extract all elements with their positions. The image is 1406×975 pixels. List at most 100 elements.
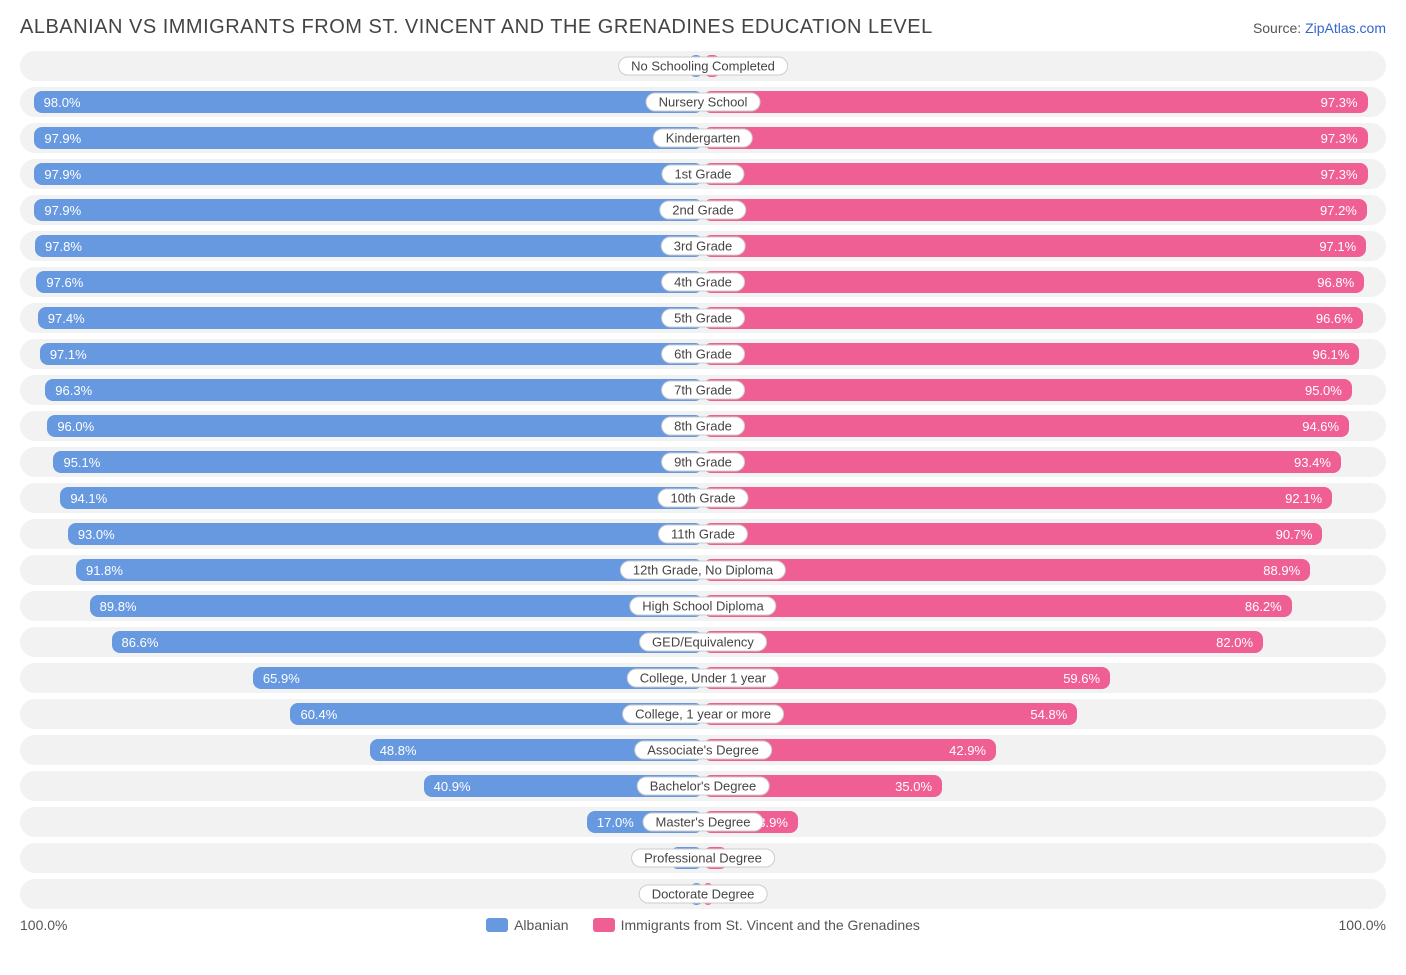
category-label: Bachelor's Degree xyxy=(637,777,770,796)
chart-row: 97.4%96.6%5th Grade xyxy=(20,303,1386,333)
bar-left-value: 86.6% xyxy=(122,635,159,650)
chart-row: 96.3% 95.0% 7th Grade xyxy=(20,375,1386,405)
bar-left: 94.1% xyxy=(60,487,703,509)
bar-left: 96.0% xyxy=(47,415,703,437)
chart-row: 4.9%3.7%Professional Degree xyxy=(20,843,1386,873)
legend-swatch-left xyxy=(486,918,508,932)
chart-row: 65.9%59.6%College, Under 1 year xyxy=(20,663,1386,693)
category-label: High School Diploma xyxy=(629,597,776,616)
bar-left: 97.9% xyxy=(34,199,703,221)
bar-right: 97.2% xyxy=(703,199,1367,221)
bar-right-value: 97.3% xyxy=(1321,95,1358,110)
category-label: GED/Equivalency xyxy=(639,633,767,652)
bar-right: 97.1% xyxy=(703,235,1366,257)
chart-row: 40.9%35.0%Bachelor's Degree xyxy=(20,771,1386,801)
bar-left-value: 48.8% xyxy=(380,743,417,758)
category-label: 9th Grade xyxy=(661,453,745,472)
chart-legend: 100.0% Albanian Immigrants from St. Vinc… xyxy=(20,917,1386,933)
bar-left: 93.0% xyxy=(68,523,703,545)
category-label: Professional Degree xyxy=(631,849,775,868)
bar-right: 97.3% xyxy=(703,91,1368,113)
category-label: 1st Grade xyxy=(661,165,744,184)
bar-left-value: 94.1% xyxy=(70,491,107,506)
bar-left-value: 17.0% xyxy=(597,815,634,830)
bar-right: 86.2% xyxy=(703,595,1292,617)
bar-right: 94.6% xyxy=(703,415,1349,437)
chart-row: 97.9% 97.3% 1st Grade xyxy=(20,159,1386,189)
bar-left: 86.6% xyxy=(112,631,703,653)
bar-left-value: 97.1% xyxy=(50,347,87,362)
bar-right-value: 88.9% xyxy=(1263,563,1300,578)
legend-label-right: Immigrants from St. Vincent and the Gren… xyxy=(621,917,920,933)
category-label: 6th Grade xyxy=(661,345,745,364)
category-label: 11th Grade xyxy=(658,525,748,544)
bar-right-value: 90.7% xyxy=(1276,527,1313,542)
source-link[interactable]: ZipAtlas.com xyxy=(1305,20,1386,36)
bar-left: 96.3% xyxy=(45,379,703,401)
chart-row: 97.9%97.3%Kindergarten xyxy=(20,123,1386,153)
chart-row: 93.0% 90.7% 11th Grade xyxy=(20,519,1386,549)
bar-right-value: 96.8% xyxy=(1317,275,1354,290)
bar-left-value: 65.9% xyxy=(263,671,300,686)
category-label: College, 1 year or more xyxy=(622,705,784,724)
bar-right-value: 92.1% xyxy=(1285,491,1322,506)
chart-row: 86.6% 82.0%GED/Equivalency xyxy=(20,627,1386,657)
bar-right: 92.1% xyxy=(703,487,1332,509)
bar-right: 96.6% xyxy=(703,307,1363,329)
chart-title: ALBANIAN VS IMMIGRANTS FROM ST. VINCENT … xyxy=(20,16,933,39)
chart-row: 97.9%97.2%2nd Grade xyxy=(20,195,1386,225)
category-label: 12th Grade, No Diploma xyxy=(620,561,786,580)
axis-left-max: 100.0% xyxy=(20,917,67,933)
chart-row: 2.1%2.7%No Schooling Completed xyxy=(20,51,1386,81)
bar-left-value: 97.9% xyxy=(44,167,81,182)
category-label: 2nd Grade xyxy=(659,201,746,220)
source-attribution: Source: ZipAtlas.com xyxy=(1253,20,1386,36)
bar-right-value: 95.0% xyxy=(1305,383,1342,398)
bar-right: 88.9% xyxy=(703,559,1310,581)
chart-row: 96.0% 94.6% 8th Grade xyxy=(20,411,1386,441)
bar-left: 91.8% xyxy=(76,559,703,581)
bar-right-value: 96.1% xyxy=(1312,347,1349,362)
bar-right: 82.0% xyxy=(703,631,1263,653)
bar-left-value: 96.0% xyxy=(57,419,94,434)
category-label: Nursery School xyxy=(646,93,761,112)
legend-item-right: Immigrants from St. Vincent and the Gren… xyxy=(593,917,920,933)
bar-right: 97.3% xyxy=(703,127,1368,149)
bar-right-value: 97.3% xyxy=(1321,131,1358,146)
chart-row: 48.8%42.9%Associate's Degree xyxy=(20,735,1386,765)
diverging-bar-chart: 2.1%2.7%No Schooling Completed 98.0% 97.3%… xyxy=(20,51,1386,909)
bar-right: 96.1% xyxy=(703,343,1359,365)
bar-left-value: 97.4% xyxy=(48,311,85,326)
source-label: Source: xyxy=(1253,20,1301,36)
bar-right-value: 96.6% xyxy=(1316,311,1353,326)
bar-left: 98.0% xyxy=(34,91,703,113)
chart-header: ALBANIAN VS IMMIGRANTS FROM ST. VINCENT … xyxy=(20,16,1386,39)
category-label: 8th Grade xyxy=(661,417,745,436)
category-label: Doctorate Degree xyxy=(639,885,768,904)
bar-right-value: 93.4% xyxy=(1294,455,1331,470)
bar-left-value: 40.9% xyxy=(434,779,471,794)
bar-right-value: 42.9% xyxy=(949,743,986,758)
bar-left-value: 89.8% xyxy=(100,599,137,614)
bar-left-value: 60.4% xyxy=(300,707,337,722)
category-label: Kindergarten xyxy=(653,129,753,148)
category-label: 4th Grade xyxy=(661,273,745,292)
chart-row: 94.1%92.1%10th Grade xyxy=(20,483,1386,513)
bar-left-value: 95.1% xyxy=(63,455,100,470)
category-label: 7th Grade xyxy=(661,381,745,400)
chart-row: 17.0%13.9%Master's Degree xyxy=(20,807,1386,837)
axis-right-max: 100.0% xyxy=(1339,917,1386,933)
bar-left-value: 98.0% xyxy=(44,95,81,110)
legend-label-left: Albanian xyxy=(514,917,569,933)
chart-row: 95.1% 93.4% 9th Grade xyxy=(20,447,1386,477)
chart-row: 89.8% 86.2%High School Diploma xyxy=(20,591,1386,621)
bar-right-value: 97.3% xyxy=(1321,167,1358,182)
bar-right-value: 94.6% xyxy=(1302,419,1339,434)
bar-right: 97.3% xyxy=(703,163,1368,185)
bar-left-value: 97.6% xyxy=(46,275,83,290)
bar-left: 89.8% xyxy=(90,595,703,617)
bar-left: 97.8% xyxy=(35,235,703,257)
bar-right-value: 54.8% xyxy=(1030,707,1067,722)
category-label: Master's Degree xyxy=(643,813,764,832)
chart-row: 97.8%97.1%3rd Grade xyxy=(20,231,1386,261)
